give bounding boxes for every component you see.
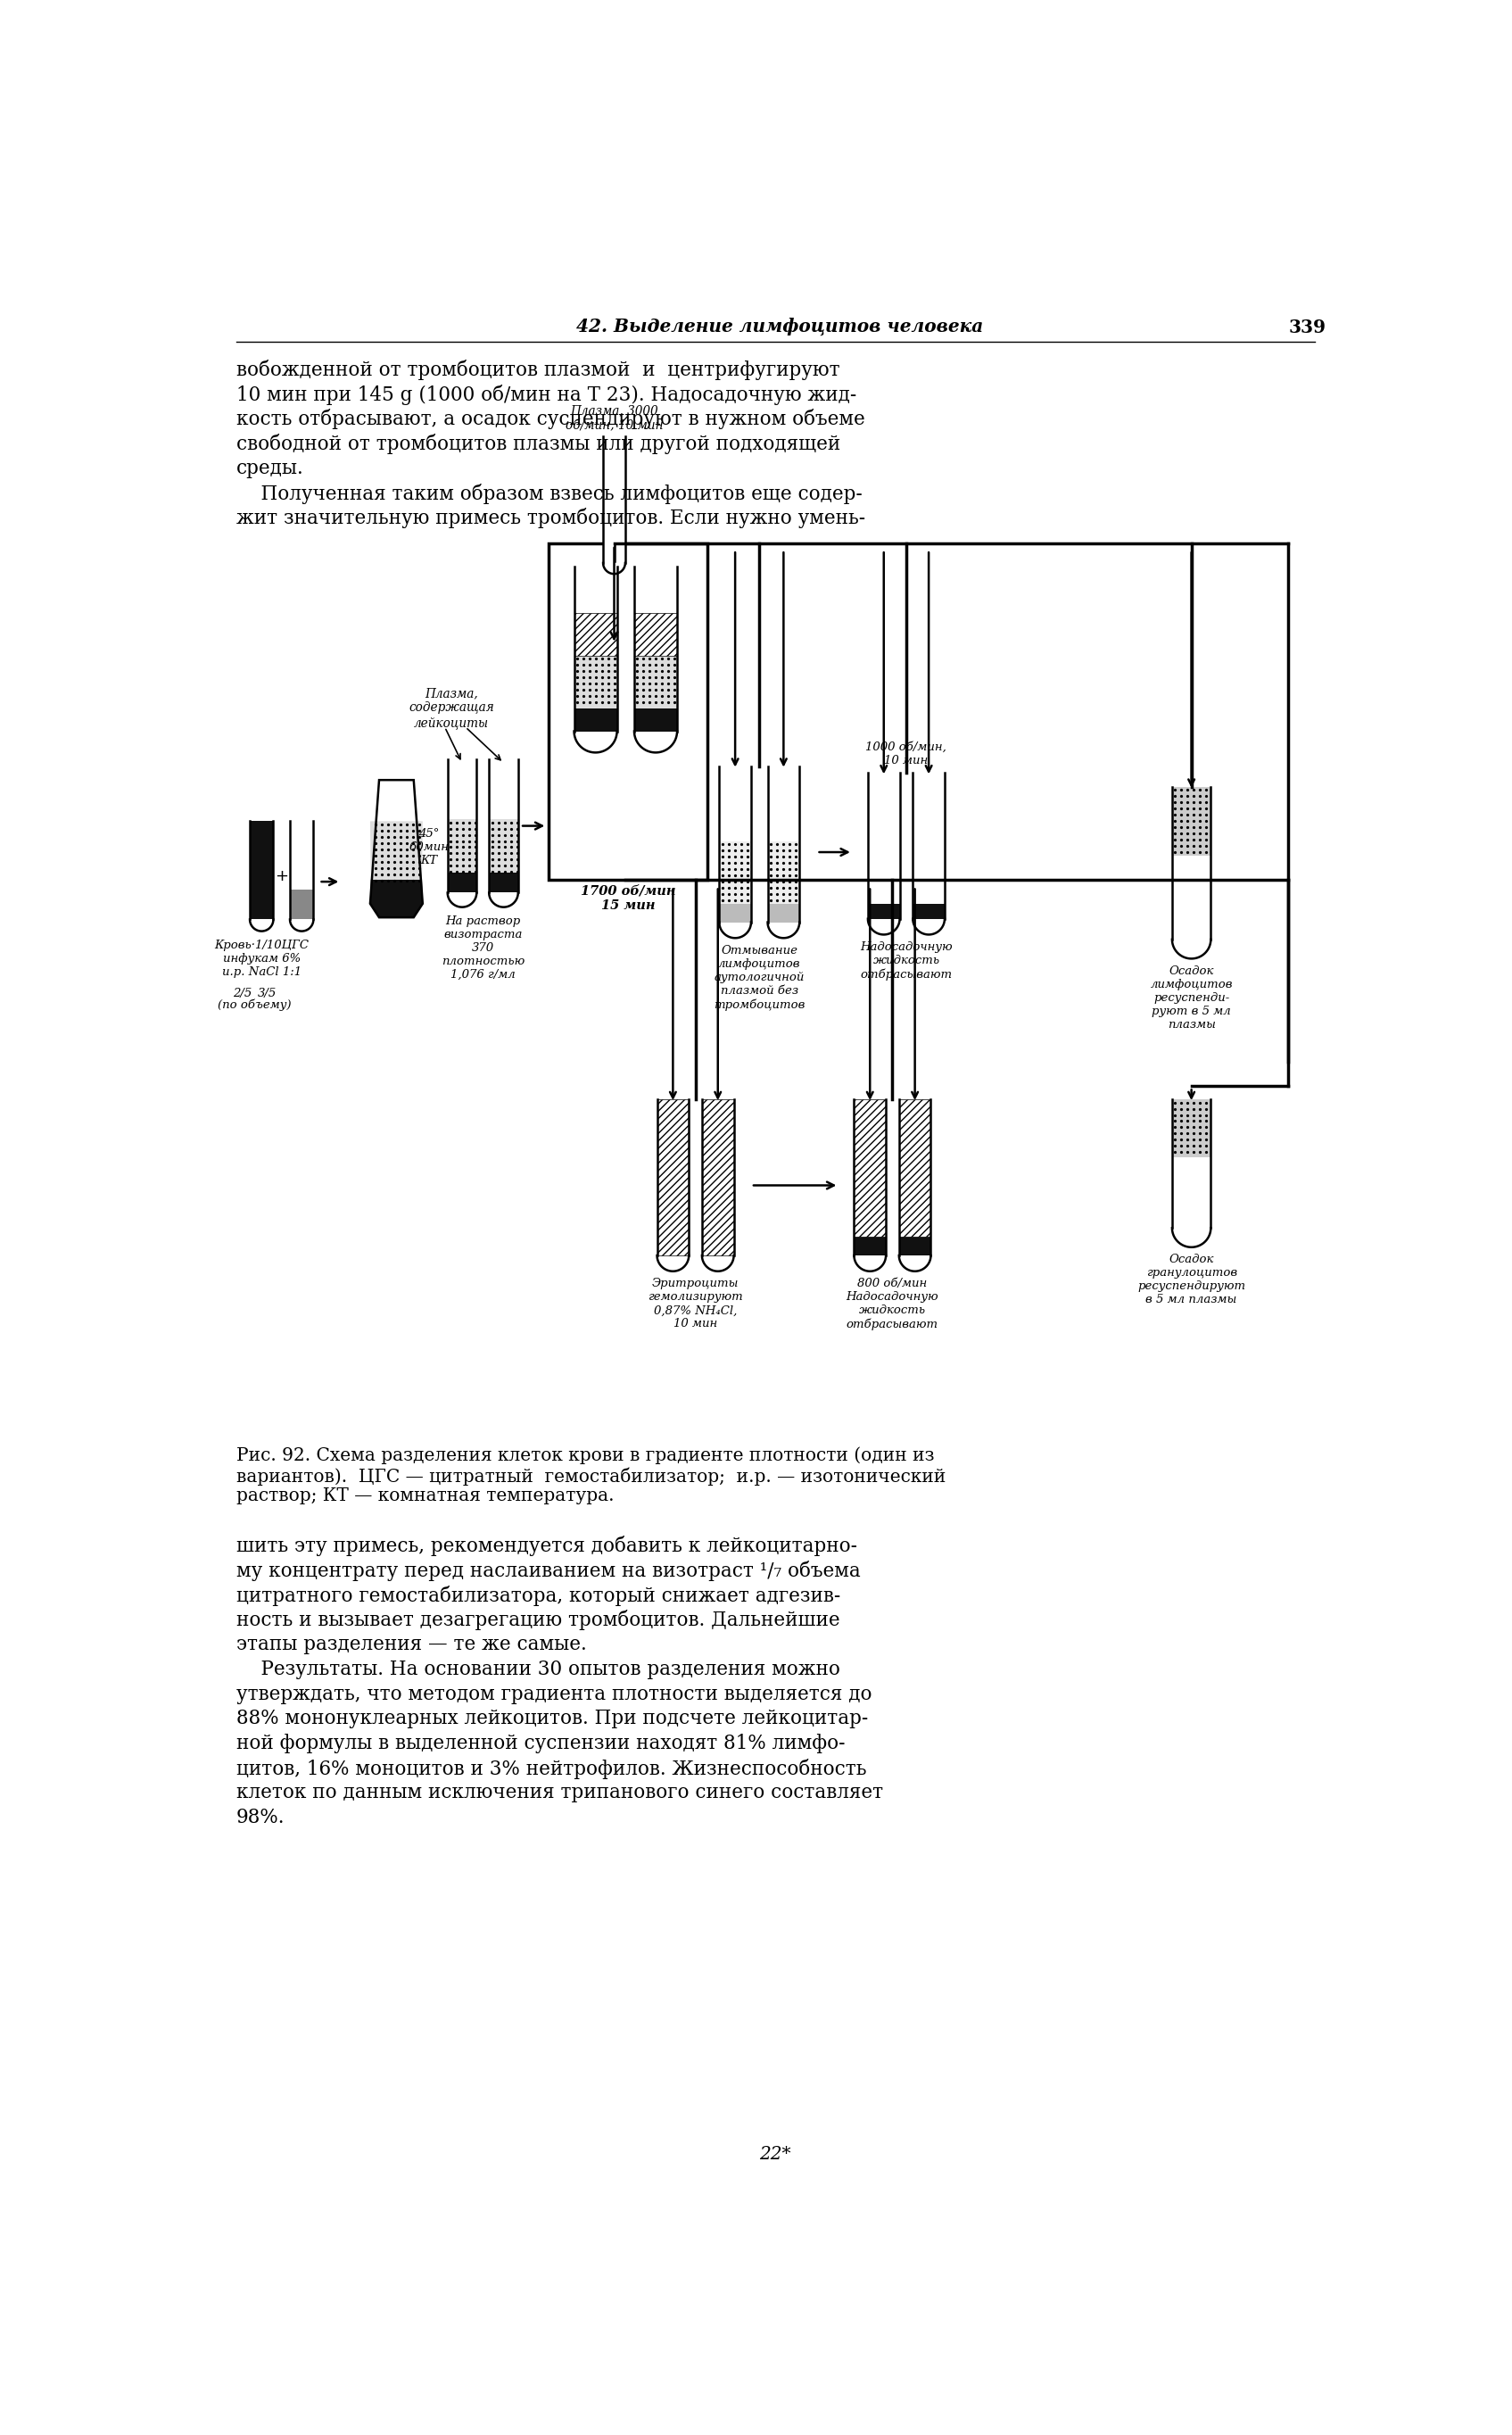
Text: вариантов).  ЦГС — цитратный  гемостабилизатор;  и.р. — изотонический: вариантов). ЦГС — цитратный гемостабилиз… (236, 1466, 945, 1485)
Bar (720, 767, 751, 840)
Bar (900, 1237, 931, 1256)
Polygon shape (370, 879, 423, 918)
Text: Эритроциты
гемолизируют
0,87% NH₄Cl,
10 мин: Эритроциты гемолизируют 0,87% NH₄Cl, 10 … (647, 1278, 742, 1330)
Bar (854, 1101, 886, 1237)
Bar (448, 818, 476, 872)
Text: Отмывание
лимфоцитов
аутологичной
плазмой без
тромбоцитов: Отмывание лимфоцитов аутологичной плазмо… (714, 945, 804, 1011)
Text: 2/5: 2/5 (233, 989, 251, 998)
Bar (290, 891, 313, 920)
Text: 22*: 22* (759, 2145, 791, 2162)
Text: ной формулы в выделенной суспензии находят 81% лимфо-: ной формулы в выделенной суспензии наход… (236, 1734, 845, 1753)
Bar (575, 567, 617, 614)
Bar (634, 567, 677, 614)
Text: 3/5: 3/5 (257, 989, 277, 998)
Bar (868, 903, 900, 918)
Text: 800 об/мин
Надосадочную
жидкость
отбрасывают: 800 об/мин Надосадочную жидкость отбрасы… (847, 1278, 939, 1330)
Text: 42. Выделение лимфоцитов человека: 42. Выделение лимфоцитов человека (576, 319, 984, 336)
Text: Рис. 92. Схема разделения клеток крови в градиенте плотности (один из: Рис. 92. Схема разделения клеток крови в… (236, 1446, 934, 1463)
Bar (634, 614, 677, 655)
Text: Полученная таким образом взвесь лимфоцитов еще содер-: Полученная таким образом взвесь лимфоцит… (236, 482, 862, 504)
Bar (575, 655, 617, 709)
Bar (448, 760, 476, 818)
Bar (900, 1101, 931, 1237)
Text: кость отбрасывают, а осадок суспендируют в нужном объеме: кость отбрасывают, а осадок суспендируют… (236, 409, 865, 429)
Bar (1172, 1101, 1211, 1157)
Text: шить эту примесь, рекомендуется добавить к лейкоцитарно-: шить эту примесь, рекомендуется добавить… (236, 1536, 857, 1556)
Bar (549, 543, 708, 879)
Bar (913, 903, 945, 918)
Text: 45°
60мин
КТ: 45° 60мин КТ (408, 828, 449, 867)
Bar (488, 760, 519, 818)
Bar (702, 1101, 733, 1256)
Text: Осадок
лимфоцитов
ресуспенди-
руют в 5 мл
плазмы: Осадок лимфоцитов ресуспенди- руют в 5 м… (1151, 967, 1232, 1030)
Text: ность и вызывает дезагрегацию тромбоцитов. Дальнейшие: ность и вызывает дезагрегацию тромбоцито… (236, 1610, 839, 1631)
Text: этапы разделения — те же самые.: этапы разделения — те же самые. (236, 1634, 587, 1653)
Text: 10 мин при 145 g (1000 об/мин на Т 23). Надосадочную жид-: 10 мин при 145 g (1000 об/мин на Т 23). … (236, 385, 856, 404)
Bar (634, 655, 677, 709)
Bar (702, 1101, 733, 1256)
Text: клеток по данным исключения трипанового синего составляет: клеток по данным исключения трипанового … (236, 1782, 883, 1802)
Text: 1000 об/мин,
10 мин: 1000 об/мин, 10 мин (866, 740, 947, 767)
Bar (488, 818, 519, 872)
Bar (448, 872, 476, 894)
Bar (488, 872, 519, 894)
Text: му концентрату перед наслаиванием на визотраст ¹/₇ объема: му концентрату перед наслаиванием на виз… (236, 1561, 860, 1580)
Text: свободной от тромбоцитов плазмы или другой подходящей: свободной от тромбоцитов плазмы или друг… (236, 433, 841, 455)
Bar (720, 903, 751, 923)
Text: Плазма,
содержащая
лейкоциты: Плазма, содержащая лейкоциты (410, 687, 494, 728)
Bar (768, 767, 800, 840)
Text: вобожденной от тромбоцитов плазмой  и  центрифугируют: вобожденной от тромбоцитов плазмой и цен… (236, 360, 839, 380)
Bar (900, 1101, 931, 1237)
Text: +: + (275, 869, 289, 884)
Bar (575, 614, 617, 655)
Polygon shape (370, 821, 423, 879)
Text: Плазма, 3000
об/мин, 10 мин: Плазма, 3000 об/мин, 10 мин (565, 404, 664, 431)
Bar (720, 840, 751, 903)
Text: Результаты. На основании 30 опытов разделения можно: Результаты. На основании 30 опытов разде… (236, 1658, 839, 1680)
Text: жит значительную примесь тромбоцитов. Если нужно умень-: жит значительную примесь тромбоцитов. Ес… (236, 509, 865, 528)
Bar (658, 1101, 689, 1256)
Text: Осадок
гранулоцитов
ресуспендируют
в 5 мл плазмы: Осадок гранулоцитов ресуспендируют в 5 м… (1137, 1254, 1246, 1305)
Text: цитратного гемостабилизатора, который снижает адгезив-: цитратного гемостабилизатора, который сн… (236, 1585, 841, 1605)
Bar (575, 709, 617, 730)
Text: (по объему): (по объему) (218, 998, 292, 1011)
Bar (575, 614, 617, 655)
Bar (854, 1101, 886, 1237)
Text: 1700 об/мин
15 мин: 1700 об/мин 15 мин (581, 884, 676, 913)
Text: цитов, 16% моноцитов и 3% нейтрофилов. Жизнеспособность: цитов, 16% моноцитов и 3% нейтрофилов. Ж… (236, 1758, 866, 1780)
Text: утверждать, что методом градиента плотности выделяется до: утверждать, что методом градиента плотно… (236, 1685, 871, 1704)
Bar (603, 436, 626, 562)
Text: Надосадочную
жидкость
отбрасывают: Надосадочную жидкость отбрасывают (860, 942, 953, 981)
Text: Кровь·1/10ЦГС
инфукам 6%
и.р. NaCl 1:1: Кровь·1/10ЦГС инфукам 6% и.р. NaCl 1:1 (215, 940, 308, 979)
Text: среды.: среды. (236, 458, 304, 477)
Bar (634, 614, 677, 655)
Bar (1172, 787, 1211, 855)
Bar (854, 1237, 886, 1256)
Text: 88% мононуклеарных лейкоцитов. При подсчете лейкоцитар-: 88% мононуклеарных лейкоцитов. При подсч… (236, 1709, 868, 1729)
Bar (249, 821, 274, 920)
Bar (768, 903, 800, 923)
Text: 98%.: 98%. (236, 1807, 284, 1826)
Bar (768, 840, 800, 903)
Bar (658, 1101, 689, 1256)
Text: На раствор
визотраста
370
плотностью
1,076 г/мл: На раствор визотраста 370 плотностью 1,0… (442, 916, 525, 981)
Text: раствор; КТ — комнатная температура.: раствор; КТ — комнатная температура. (236, 1488, 614, 1505)
Bar (634, 709, 677, 730)
Text: 339: 339 (1288, 319, 1326, 336)
